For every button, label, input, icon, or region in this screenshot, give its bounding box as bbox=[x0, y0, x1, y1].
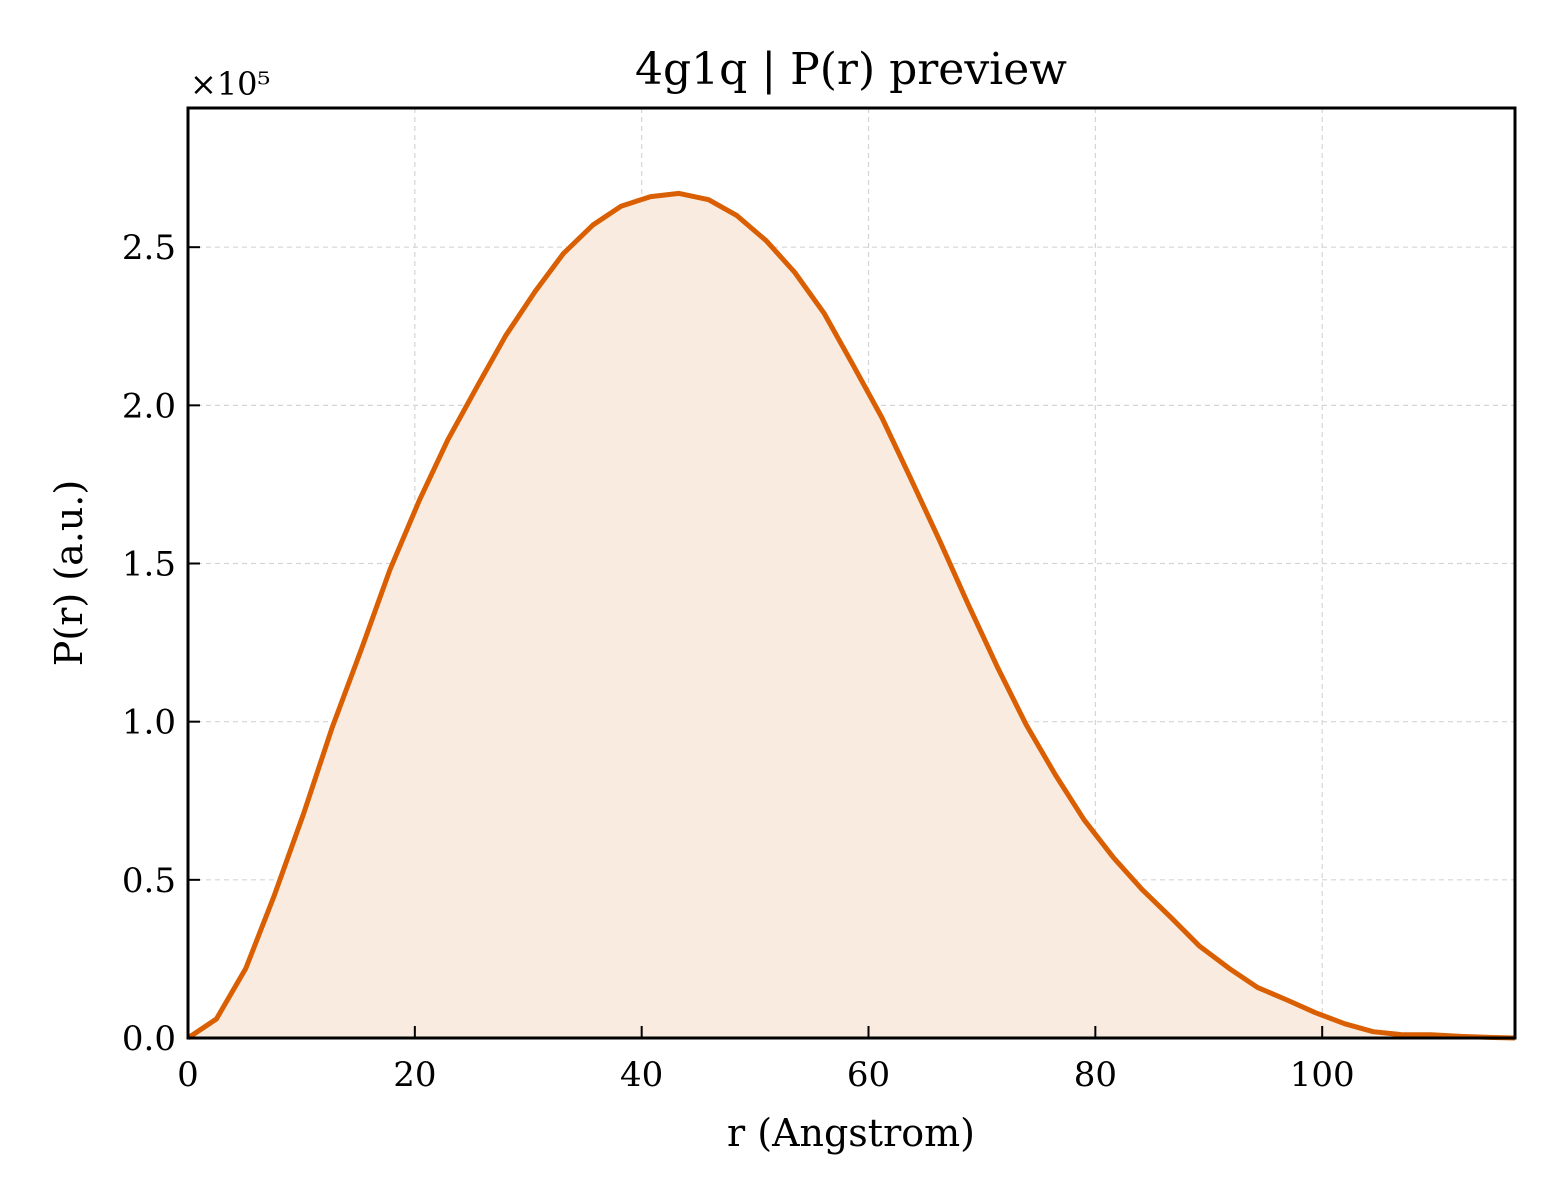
x-tick-label: 20 bbox=[393, 1055, 436, 1095]
series-line bbox=[186, 190, 1516, 1041]
y-multiplier-label: ×10⁵ bbox=[190, 65, 270, 103]
y-tick-label: 1.5 bbox=[122, 545, 176, 585]
y-tick-label: 0.5 bbox=[122, 861, 176, 901]
area-fill bbox=[188, 193, 1515, 1038]
y-tick-label: 2.5 bbox=[122, 228, 176, 268]
y-tick-label: 1.0 bbox=[122, 703, 176, 743]
x-axis-label: r (Angstrom) bbox=[727, 1111, 975, 1155]
plot-frame bbox=[186, 106, 1517, 1040]
x-tick-label: 60 bbox=[847, 1055, 890, 1095]
y-tick-label: 2.0 bbox=[122, 386, 176, 426]
chart-title: 4g1q | P(r) preview bbox=[635, 44, 1067, 95]
x-tick-label: 40 bbox=[620, 1055, 663, 1095]
x-tick-label: 100 bbox=[1290, 1055, 1355, 1095]
y-tick-label: 0.0 bbox=[122, 1019, 176, 1059]
x-tick-label: 0 bbox=[177, 1055, 199, 1095]
x-tick-label: 80 bbox=[1074, 1055, 1117, 1095]
y-axis-label: P(r) (a.u.) bbox=[47, 480, 91, 666]
